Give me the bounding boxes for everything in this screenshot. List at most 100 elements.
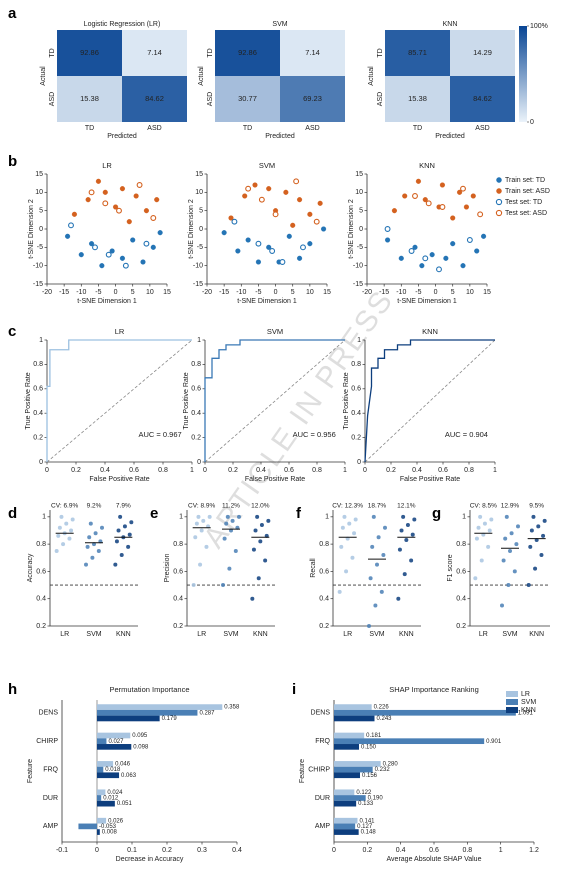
heatmap-cell [280,76,345,122]
strip-point [193,535,198,540]
y-tick-label: 1 [42,514,46,521]
chart-title: LR [102,161,112,170]
strip-point [233,548,238,553]
x-tick-label: 0.3 [197,847,207,854]
panel-label: f [296,505,302,522]
strip-point [88,521,93,526]
x-tick-label: 0.8 [462,847,472,854]
x-tick-label: 0.2 [362,847,372,854]
strip-point [204,544,209,549]
x-tick-label: 0.2 [228,467,238,474]
y-tick-label: FRQ [315,738,330,745]
x-tick-label: 0.4 [100,467,110,474]
scatter-point [266,244,272,250]
scatter-point [143,240,150,247]
x-tick-label: TD [85,125,94,132]
scatter-point [422,255,429,262]
bar [334,823,356,830]
scatter-point [119,255,125,261]
y-tick-label: -5 [357,244,363,251]
strip-point [541,533,546,538]
x-tick-label: 0.6 [284,467,294,474]
scatter-point [221,230,227,236]
scatter-point [126,219,132,225]
bar [334,744,359,750]
panel-label: e [150,505,158,522]
x-tick-label: 0 [434,289,438,296]
x-axis-label: t-SNE Dimension 1 [77,298,137,305]
value-label: 0.027 [108,739,124,745]
y-tick-label: 0.6 [36,568,46,575]
strip-point [90,555,95,560]
chart-title: LR [115,327,125,336]
x-tick-label: 0 [114,289,118,296]
x-axis-label: Predicted [107,133,137,140]
strip-point [512,569,517,574]
y-axis-label: True Positive Rate [183,372,190,429]
x-tick-label: 0.8 [158,467,168,474]
strip-point [379,589,384,594]
scatter-point [408,248,415,254]
bar [97,766,104,773]
scatter-point [402,193,408,199]
scatter-point [252,182,258,188]
scatter-point [297,197,303,203]
value-label: 0.243 [377,716,393,722]
y-tick-label: ASD [377,92,384,106]
y-tick-label: 0.8 [173,541,183,548]
scatter-point [422,197,428,203]
strip-point [258,539,263,544]
x-tick-label: 0.4 [412,467,422,474]
strip-point [397,547,402,552]
x-tick-label: 0.1 [127,847,137,854]
scatter-point [385,237,391,243]
strip-point [100,525,104,530]
strip-point [61,542,66,547]
cv-annotation: 12.9% [501,503,520,510]
heatmap-cell [450,30,515,76]
x-tick-label: 10 [146,289,154,296]
x-axis-label: t-SNE Dimension 1 [237,298,297,305]
strip-point [539,553,544,558]
y-tick-label: 0.6 [456,568,466,575]
y-axis-label: Actual [198,66,205,86]
legend-marker [496,188,502,194]
legend-swatch [506,699,518,705]
cv-annotation: 12.1% [397,503,416,510]
chart-title: SVM [267,327,283,336]
bar [97,772,120,779]
scatter-point [71,211,77,217]
strip-point [503,536,508,541]
bar [97,709,198,716]
cell-label: 92.86 [238,48,257,57]
strip-point [526,583,531,588]
y-tick-label: 0.2 [351,434,361,441]
x-axis-label: Predicted [265,133,295,140]
cv-annotation: 9.2% [87,503,102,510]
strip-point [478,514,483,519]
annotation: AUC = 0.956 [293,430,336,439]
strip-point [93,531,98,536]
x-tick-label: ASD [147,125,161,132]
scatter-point [474,248,480,254]
scatter-point [384,226,391,232]
bar [334,732,365,739]
scatter-point [133,193,139,199]
roc-curve [204,339,345,462]
y-tick-label: 5 [199,208,203,215]
x-tick-label: 0.8 [464,467,474,474]
scatter-point [415,178,421,184]
value-label: 0.280 [383,761,399,767]
y-tick-label: 0.4 [36,596,46,603]
scatter-point [102,189,108,195]
bar [334,766,373,773]
x-tick-label: 10 [466,289,474,296]
y-tick-label: 1 [197,337,201,344]
strip-point [399,528,404,533]
x-tick-label: -5 [415,289,421,296]
scatter-point [258,196,265,203]
scatter-point [255,259,261,265]
cv-annotation: CV: 8.9% [188,503,215,510]
scatter-point [317,200,323,206]
